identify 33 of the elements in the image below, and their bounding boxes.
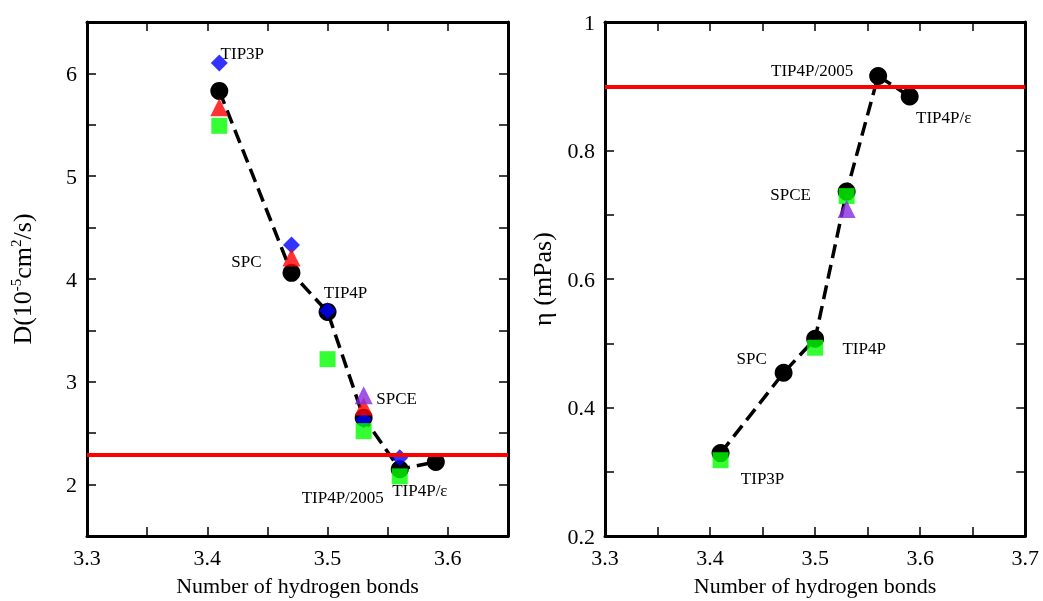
y-tick-label: 1 [584,9,595,35]
x-tick-label: 3.3 [73,544,101,570]
annotation: SPC [231,252,262,272]
y-tick-label: 2 [66,472,77,498]
y-tick-label: 4 [66,266,77,292]
y-axis-title: D(10-5cm2/s) [7,213,37,345]
annotation: TIP4P/ε [392,481,448,501]
annotation: TIP3P [740,468,785,488]
y-tick-label: 6 [66,60,77,86]
annotation: TIP4P [842,339,886,359]
annotation: SPC [736,349,767,369]
x-tick-label: 3.4 [696,544,724,570]
y-tick-label: 5 [66,163,77,189]
y-axis-title: η (mPas) [527,232,557,326]
y-tick-label: 3 [66,369,77,395]
annotation: TIP3P [220,43,265,63]
y-tick-label: 0.6 [567,266,595,292]
annotation: SPCE [376,388,417,408]
annotation: TIP4P/ε [916,108,972,128]
x-tick-label: 3.6 [434,544,462,570]
annotation: TIP4P [323,283,368,303]
annotation: TIP4P/2005 [771,61,854,81]
x-axis-title: Number of hydrogen bonds [693,572,937,598]
x-tick-label: 3.4 [193,544,222,570]
x-tick-label: 3.5 [801,544,829,570]
x-tick-label: 3.7 [1011,544,1039,570]
x-tick-label: 3.5 [313,544,342,570]
annotation: TIP4P/2005 [301,487,384,507]
y-tick-label: 0.8 [567,138,595,163]
y-tick-label: 0.4 [567,395,595,420]
x-axis-title: Number of hydrogen bonds [176,572,419,598]
x-tick-label: 3.6 [906,544,934,570]
annotation: SPCE [770,185,811,205]
